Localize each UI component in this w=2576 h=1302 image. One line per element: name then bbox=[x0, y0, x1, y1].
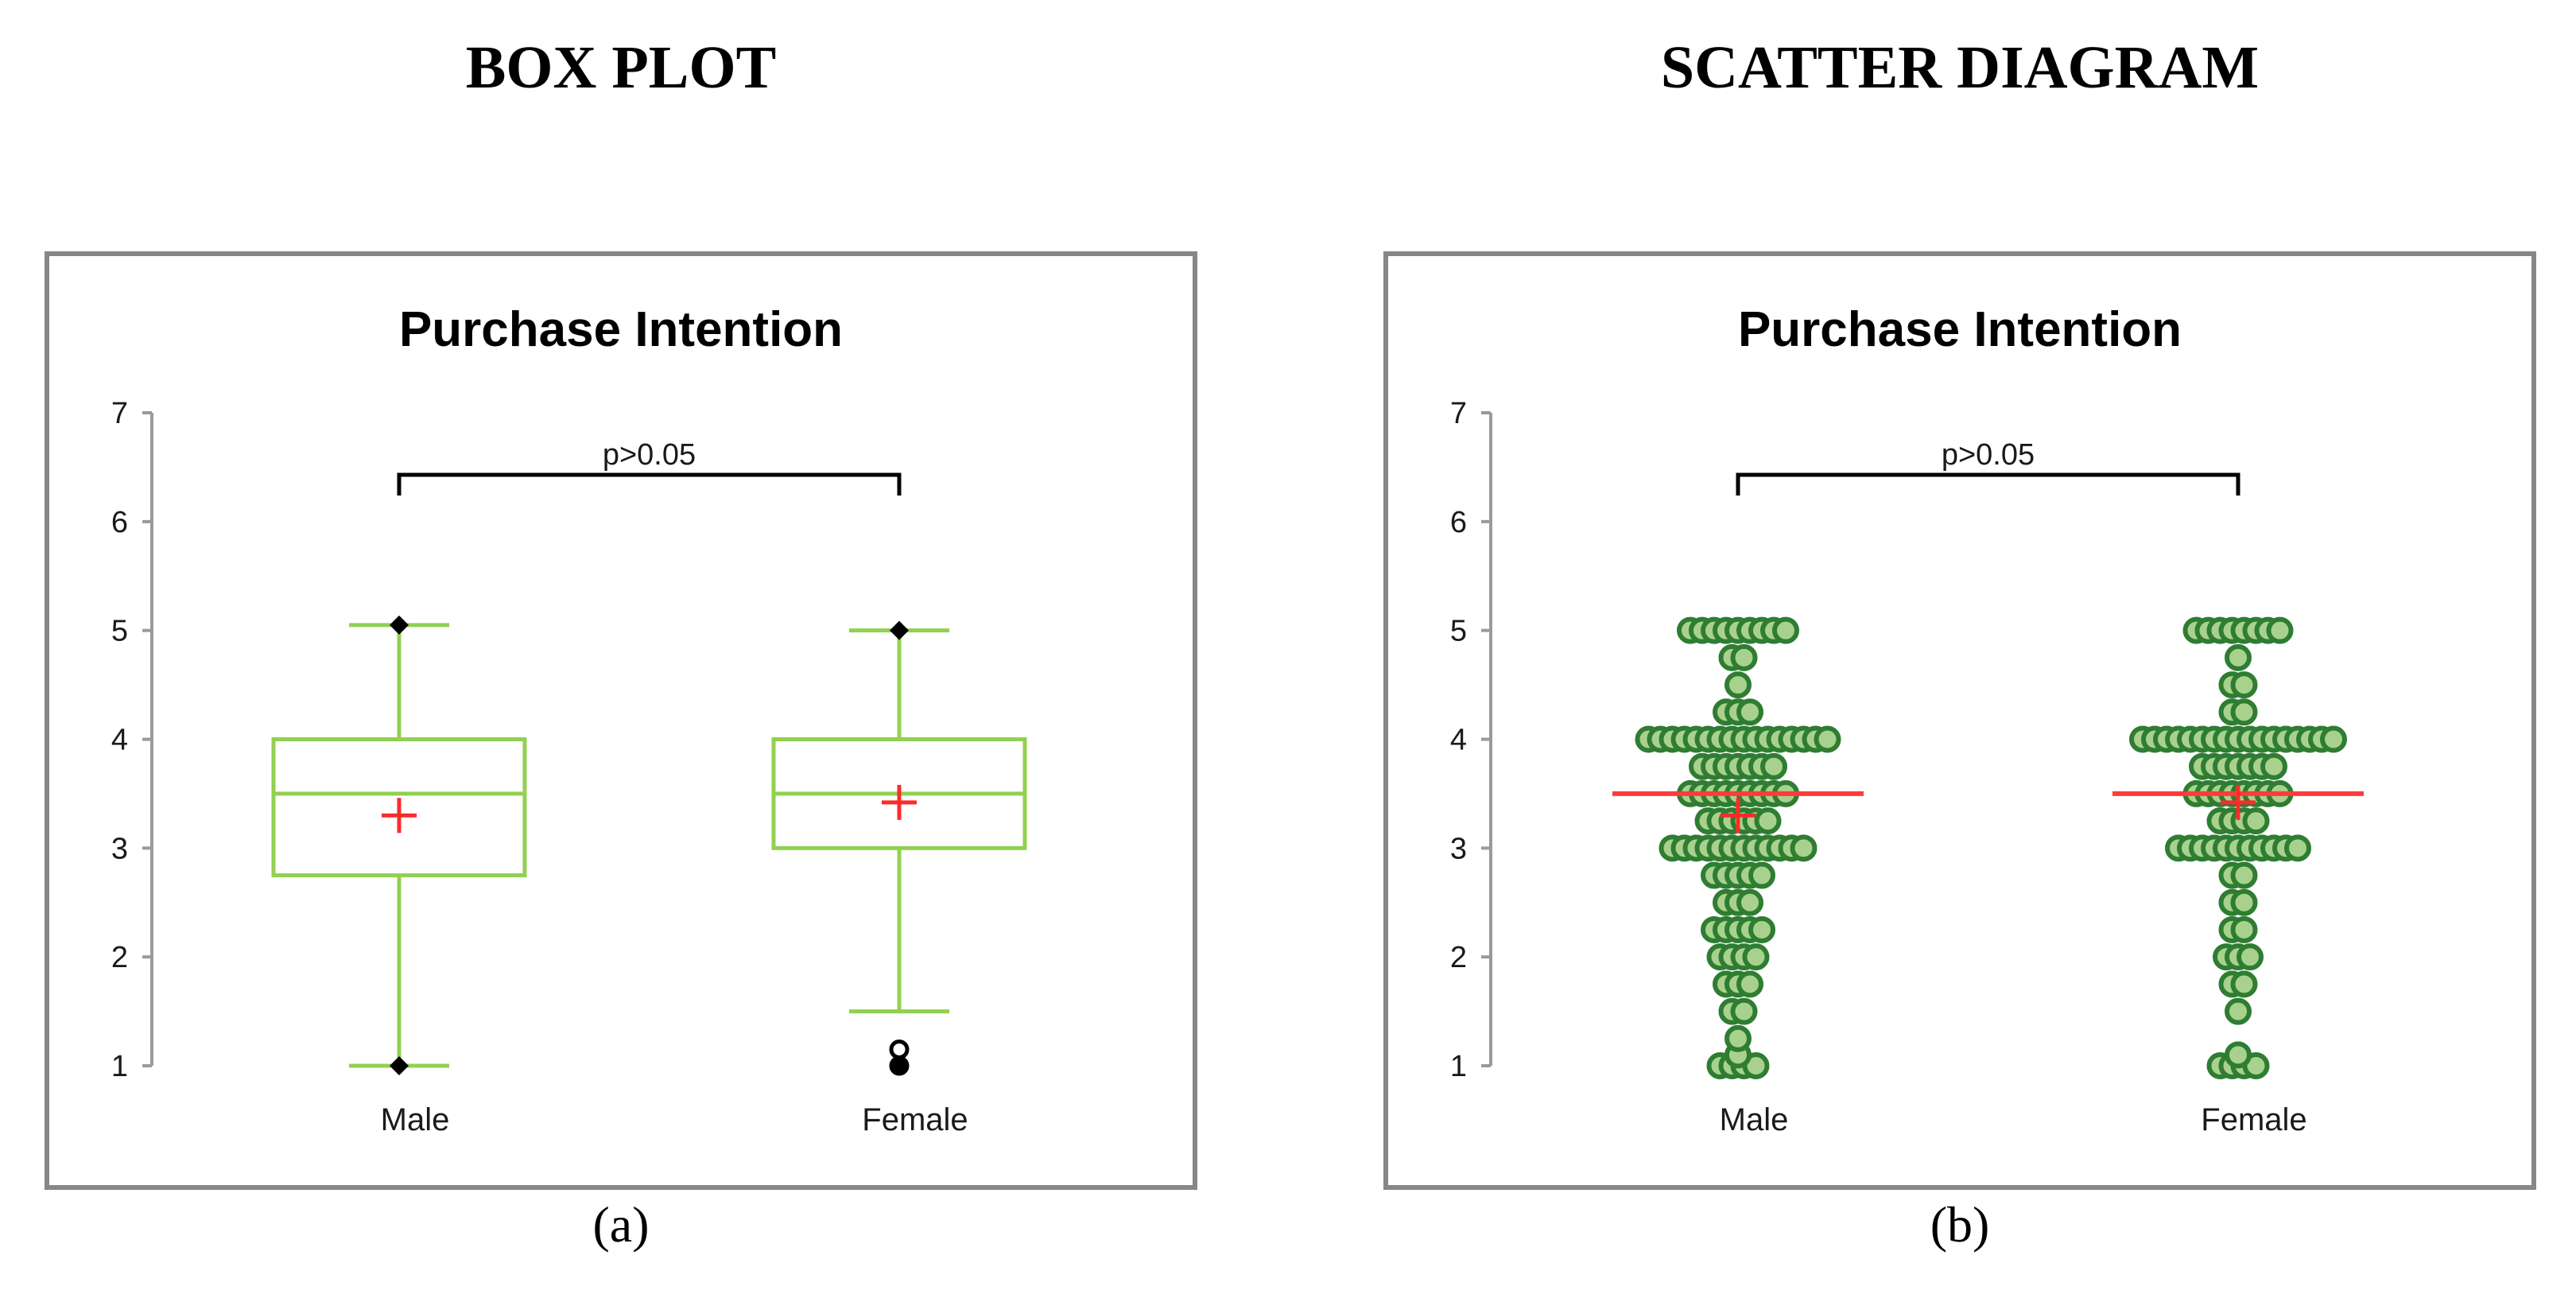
box-plot-y-axis: 1 2 3 4 5 6 7 bbox=[111, 397, 153, 1083]
y-tick-label: 5 bbox=[1450, 615, 1467, 648]
scatter-marks bbox=[1612, 616, 2364, 1079]
data-point bbox=[2225, 1041, 2252, 1069]
significance-label: p>0.05 bbox=[603, 438, 696, 472]
data-point bbox=[1814, 725, 1841, 753]
data-point bbox=[2230, 698, 2258, 726]
data-point bbox=[1748, 861, 1775, 889]
data-point bbox=[1772, 616, 1799, 644]
data-point bbox=[2230, 671, 2258, 699]
box-plot-marks bbox=[271, 615, 1027, 1076]
box-plot-chart: Purchase Intention 1 2 3 4 5 6 7 p>0.05 Male Fe… bbox=[45, 251, 1197, 1190]
category-label: Female bbox=[862, 1102, 968, 1137]
data-point bbox=[1742, 943, 1770, 971]
category-label: Female bbox=[2201, 1102, 2306, 1137]
data-point bbox=[1730, 643, 1758, 671]
box-plot-panel: Purchase Intention 1 2 3 4 5 6 7 p>0.05 Male Fe… bbox=[45, 251, 1197, 1190]
significance-bracket bbox=[397, 472, 902, 496]
outlier-point bbox=[889, 1055, 910, 1076]
data-point bbox=[2284, 834, 2311, 862]
data-point bbox=[1748, 915, 1775, 943]
data-point bbox=[1724, 671, 1752, 699]
category-label: Male bbox=[1720, 1102, 1789, 1137]
y-tick-label: 3 bbox=[111, 832, 128, 865]
data-point bbox=[2230, 888, 2258, 916]
data-point bbox=[1724, 1024, 1752, 1052]
box-plot-frame bbox=[45, 251, 1197, 1190]
significance-label: p>0.05 bbox=[1942, 438, 2035, 472]
extreme-marker bbox=[390, 615, 409, 635]
data-point bbox=[1736, 698, 1763, 726]
caption-b: (b) bbox=[1930, 1196, 1990, 1253]
y-tick-label: 2 bbox=[111, 941, 128, 974]
y-tick-label: 6 bbox=[111, 506, 128, 539]
data-point bbox=[1760, 752, 1787, 780]
caption-a: (a) bbox=[592, 1196, 650, 1253]
data-point bbox=[2225, 997, 2252, 1025]
scatter-frame bbox=[1383, 251, 2536, 1190]
data-point bbox=[2230, 915, 2258, 943]
data-point bbox=[2242, 807, 2270, 835]
data-point bbox=[1790, 834, 1818, 862]
y-tick-label: 7 bbox=[1450, 397, 1467, 430]
scatter-panel: Purchase Intention 1 2 3 4 5 6 7 p>0.05 Male Fe… bbox=[1383, 251, 2536, 1190]
box-plot-significance: p>0.05 bbox=[397, 438, 902, 496]
data-point bbox=[1730, 997, 1758, 1025]
data-point bbox=[2230, 861, 2258, 889]
y-tick-label: 7 bbox=[111, 397, 128, 430]
iqr-box bbox=[271, 737, 527, 878]
box-plot-heading: BOX PLOT bbox=[465, 34, 777, 101]
data-point bbox=[2225, 643, 2252, 671]
category-label: Male bbox=[381, 1102, 450, 1137]
y-tick-label: 4 bbox=[1450, 724, 1467, 757]
data-point bbox=[2230, 970, 2258, 998]
data-point bbox=[2237, 943, 2264, 971]
significance-bracket bbox=[1736, 472, 2240, 496]
data-point bbox=[1754, 807, 1782, 835]
scatter-title: Purchase Intention bbox=[1738, 302, 2182, 357]
data-point bbox=[2266, 616, 2294, 644]
data-point bbox=[1736, 970, 1763, 998]
y-tick-label: 6 bbox=[1450, 506, 1467, 539]
box-plot-title: Purchase Intention bbox=[399, 302, 843, 357]
y-tick-label: 2 bbox=[1450, 941, 1467, 974]
y-tick-label: 1 bbox=[1450, 1050, 1467, 1083]
scatter-diagram-heading: SCATTER DIAGRAM bbox=[1660, 34, 2260, 101]
y-tick-label: 4 bbox=[111, 724, 128, 757]
scatter-y-axis: 1 2 3 4 5 6 7 bbox=[1450, 397, 1492, 1083]
box-plot-category-labels: Male Female bbox=[381, 1102, 968, 1137]
scatter-significance: p>0.05 bbox=[1736, 438, 2240, 496]
data-point bbox=[2260, 752, 2287, 780]
scatter-category-labels: Male Female bbox=[1720, 1102, 2307, 1137]
outlier-point bbox=[889, 1039, 910, 1059]
extreme-marker bbox=[890, 620, 909, 640]
y-tick-label: 5 bbox=[111, 615, 128, 648]
data-point bbox=[2320, 725, 2347, 753]
data-point bbox=[1736, 888, 1763, 916]
scatter-chart: Purchase Intention 1 2 3 4 5 6 7 p>0.05 Male Fe… bbox=[1383, 251, 2536, 1190]
extreme-marker bbox=[390, 1056, 409, 1075]
y-tick-label: 1 bbox=[111, 1050, 128, 1083]
y-tick-label: 3 bbox=[1450, 832, 1467, 865]
